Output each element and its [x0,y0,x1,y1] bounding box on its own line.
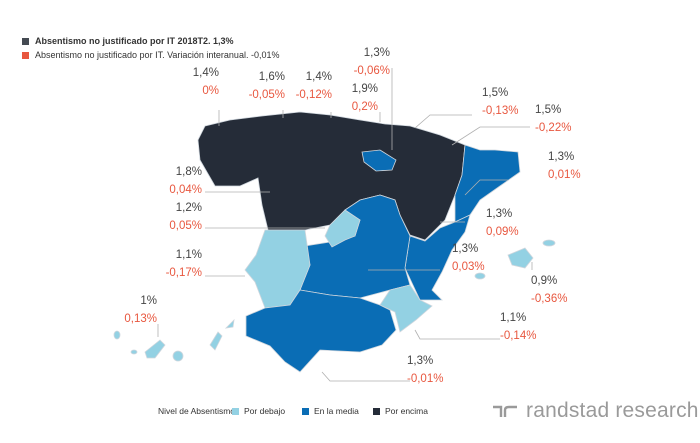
legend-below: Por debajo [232,406,285,416]
region-north-dark [197,111,466,241]
randstad-mark-icon [493,405,517,417]
region-change: 0% [202,85,219,97]
region-value: 1,5% [535,104,562,116]
region-change: 0,03% [452,261,485,273]
leader-lines [157,68,533,382]
label-castilla-la-mancha: 1,3% 0,03% [452,240,485,276]
region-value: 1,1% [175,249,202,261]
label-murcia: 1,1% -0,14% [500,309,536,345]
region-value: 1% [140,295,157,307]
legend-label: Absentismo no justificado por IT 2018T2.… [35,36,234,46]
region-canarias [144,339,166,359]
blue-square-icon [302,407,309,415]
brand-name: randstad research [526,399,699,422]
region-change: -0,01% [407,373,444,385]
label-la-rioja: 1,3% -0,06% [348,44,390,80]
region-madrid [324,209,361,248]
red-square-icon [22,51,29,59]
region-canarias-island [172,350,184,362]
region-canarias-island [130,349,138,355]
region-value: 1,3% [452,243,479,255]
region-value: 1,3% [407,355,434,367]
region-canarias-island [113,330,121,340]
region-change: -0,06% [353,65,390,77]
region-change: 0,01% [548,169,581,181]
region-change: 0,04% [169,184,202,196]
region-canarias-island [209,331,223,351]
region-change: -0,22% [535,122,572,134]
legend-label: En la media [314,406,359,416]
region-change: -0,14% [500,330,537,342]
region-valencia [404,214,471,301]
region-value: 1,2% [175,202,202,214]
label-andalucia: 1,3% -0,01% [407,352,443,388]
region-value: 1,9% [351,83,378,95]
region-canarias-island [224,318,235,329]
dark-square-icon [22,37,29,45]
region-change: -0,13% [482,105,519,117]
legend-label: Por debajo [244,406,286,416]
legend-bottom-title: Nivel de Absentismo [158,406,235,416]
label-madrid: 1,2% 0,05% [160,199,202,235]
label-asturias: 1,6% -0,05% [243,68,285,104]
region-value: 1,1% [500,312,527,324]
label-pais-vasco: 1,9% 0,2% [340,80,378,116]
region-murcia [379,284,433,333]
legend-item-change: Absentismo no justificado por IT. Variac… [22,50,279,60]
region-la-rioja [361,149,397,172]
region-change: -0,17% [165,267,202,279]
legend-above: Por encima [373,406,428,416]
region-cataluna [454,144,521,223]
light-square-icon [232,407,239,415]
region-andalucia [245,289,397,373]
region-value: 1,6% [258,71,285,83]
label-castilla-y-leon: 1,8% 0,04% [160,163,202,199]
legend-label: Absentismo no justificado por IT. Variac… [35,50,280,60]
region-change: -0,36% [531,293,568,305]
region-value: 0,9% [531,275,558,287]
region-baleares-ibiza [474,272,486,280]
legend-title: Nivel de Absentismo [158,406,236,416]
region-value: 1,4% [192,67,219,79]
label-cantabria: 1,4% -0,12% [290,68,332,104]
region-change: -0,12% [295,89,332,101]
randstad-logo: randstad research [492,399,699,423]
region-baleares [507,247,534,269]
region-value: 1,5% [482,87,509,99]
label-canarias: 1% 0,13% [115,292,157,328]
label-valencia: 1,3% 0,09% [486,205,519,241]
region-change: 0,2% [351,101,378,113]
legend-average: En la media [302,406,359,416]
label-navarra: 1,5% -0,13% [482,84,518,120]
label-aragon: 1,5% -0,22% [535,101,571,137]
region-value: 1,3% [363,47,390,59]
legend-item-level: Absentismo no justificado por IT 2018T2.… [22,36,234,46]
region-change: 0,09% [486,226,519,238]
legend-label: Por encima [385,406,428,416]
label-baleares: 0,9% -0,36% [531,272,567,308]
label-cataluna: 1,3% 0,01% [548,148,581,184]
region-change: -0,05% [248,89,285,101]
label-galicia: 1,4% 0% [185,64,219,100]
dark-square-icon [373,407,380,415]
region-change: 0,05% [169,220,202,232]
region-value: 1,3% [486,208,513,220]
region-value: 1,8% [175,166,202,178]
region-baleares-menorca [542,239,556,247]
region-value: 1,3% [548,151,575,163]
region-change: 0,13% [124,313,157,325]
label-extremadura: 1,1% -0,17% [150,246,202,282]
region-value: 1,4% [305,71,332,83]
